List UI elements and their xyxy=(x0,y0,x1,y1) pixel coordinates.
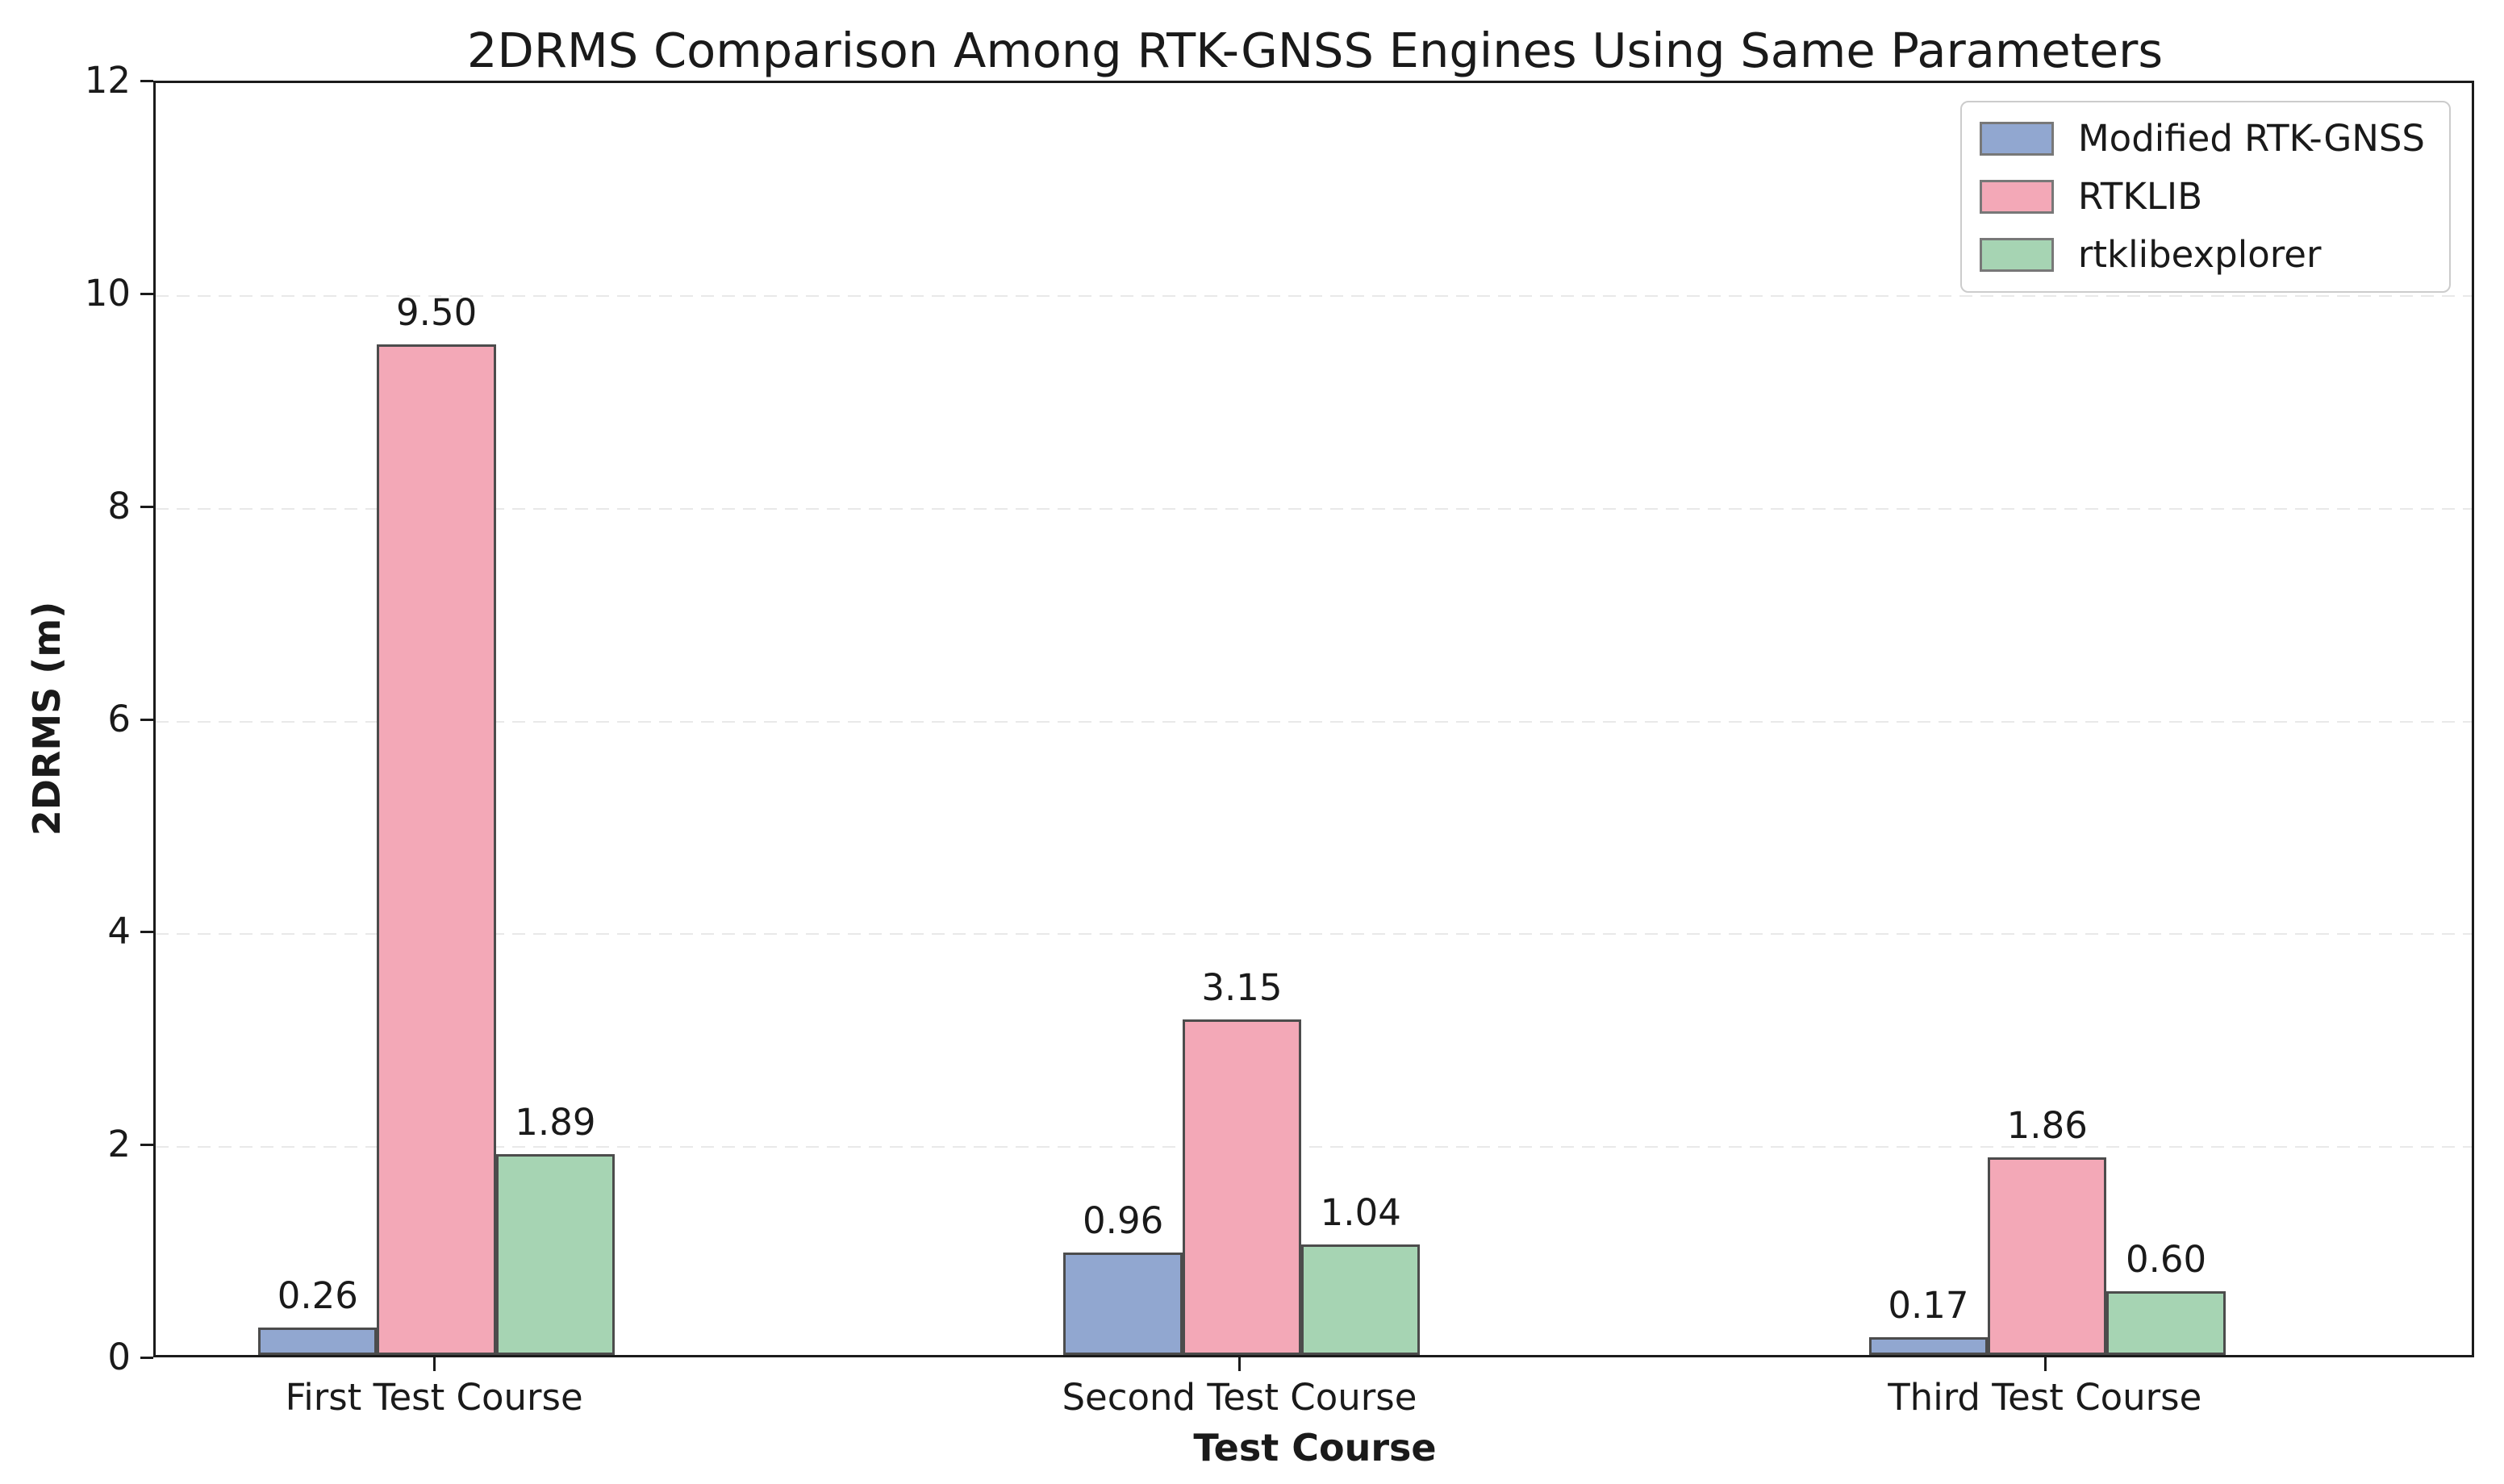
x-tick-mark xyxy=(2043,1357,2047,1371)
bar xyxy=(495,1153,616,1355)
bar-value-label: 0.60 xyxy=(2125,1237,2207,1281)
y-tick-mark xyxy=(140,292,153,295)
bar-value-label: 1.04 xyxy=(1320,1190,1401,1234)
grid-line xyxy=(156,294,2472,297)
bar-value-label: 3.15 xyxy=(1201,966,1283,1010)
y-tick-label: 0 xyxy=(107,1336,131,1378)
bar xyxy=(1988,1157,2107,1355)
grid-line xyxy=(156,1146,2472,1148)
x-axis-label: Test Course xyxy=(1193,1426,1437,1469)
bar-value-label: 0.96 xyxy=(1083,1199,1164,1243)
y-tick-mark xyxy=(140,505,153,508)
legend-row: rtklibexplorer xyxy=(1979,233,2425,276)
grid-line xyxy=(156,507,2472,510)
x-tick-label: First Test Course xyxy=(285,1376,583,1419)
grid-line xyxy=(156,720,2472,723)
bar-value-label: 0.17 xyxy=(1888,1283,1969,1327)
y-tick-mark xyxy=(140,1144,153,1147)
y-tick-label: 4 xyxy=(107,910,131,953)
bar xyxy=(1063,1253,1183,1355)
x-tick-label: Third Test Course xyxy=(1888,1376,2202,1419)
x-tick-label: Second Test Course xyxy=(1062,1376,1417,1419)
y-tick-label: 8 xyxy=(107,484,131,527)
legend-swatch xyxy=(1979,238,2054,272)
bar-value-label: 1.89 xyxy=(515,1100,596,1144)
y-tick-label: 12 xyxy=(84,59,131,102)
y-tick-label: 6 xyxy=(107,697,131,740)
y-tick-mark xyxy=(140,80,153,82)
grid-line xyxy=(156,933,2472,936)
legend-swatch xyxy=(1979,180,2054,214)
legend-label: RTKLIB xyxy=(2077,175,2203,218)
y-tick-mark xyxy=(140,1357,153,1359)
y-tick-mark xyxy=(140,718,153,721)
bar-value-label: 0.26 xyxy=(277,1273,358,1317)
bar xyxy=(1301,1244,1421,1355)
legend: Modified RTK-GNSS RTKLIB rtklibexplorer xyxy=(1959,101,2451,293)
legend-row: RTKLIB xyxy=(1979,175,2425,218)
y-tick-label: 10 xyxy=(84,271,131,315)
bar xyxy=(1868,1336,1989,1355)
y-tick-mark xyxy=(140,931,153,934)
bar xyxy=(377,344,496,1355)
x-tick-mark xyxy=(433,1357,436,1371)
legend-row: Modified RTK-GNSS xyxy=(1979,117,2425,160)
plot-area: 0.26 9.50 1.89 0.96 3.15 1.04 0.17 1.86 0.60 Mod… xyxy=(153,81,2474,1357)
bar xyxy=(258,1327,378,1355)
x-tick-mark xyxy=(1238,1357,1242,1371)
legend-swatch xyxy=(1979,122,2054,156)
bar-value-label: 9.50 xyxy=(396,290,478,334)
bar xyxy=(2106,1290,2226,1355)
y-tick-label: 2 xyxy=(107,1123,131,1166)
chart-title: 2DRMS Comparison Among RTK-GNSS Engines … xyxy=(466,23,2164,78)
bar-value-label: 1.86 xyxy=(2006,1103,2088,1147)
legend-label: Modified RTK-GNSS xyxy=(2077,117,2425,160)
bar xyxy=(1182,1019,1302,1355)
legend-label: rtklibexplorer xyxy=(2077,233,2322,276)
